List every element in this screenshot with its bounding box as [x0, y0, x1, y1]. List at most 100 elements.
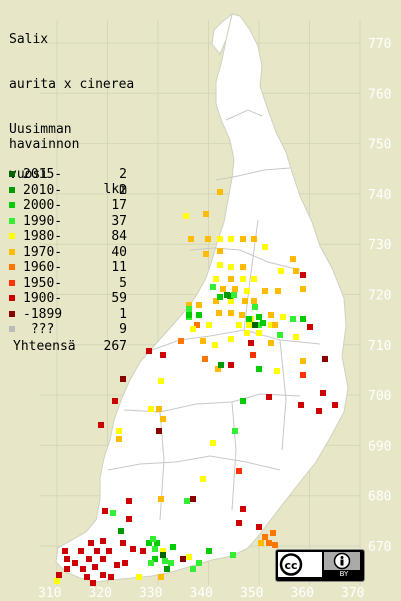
observation-cell — [148, 560, 154, 566]
legend-item-count: 2 — [119, 182, 127, 198]
legend-item-count: 37 — [111, 213, 127, 229]
x-axis-label: 360 — [291, 586, 314, 601]
finland-land-north-arm — [211, 12, 233, 55]
taxon-genus: Salix — [9, 32, 49, 47]
observation-cell — [236, 468, 242, 474]
observation-cell — [256, 330, 262, 336]
observation-cell — [278, 268, 284, 274]
legend-swatch — [9, 202, 15, 208]
observation-cell — [232, 286, 238, 292]
observation-cell — [154, 540, 160, 546]
observation-cell — [258, 540, 264, 546]
observation-cell — [158, 378, 164, 384]
observation-cell — [190, 566, 196, 572]
observation-cell — [194, 322, 200, 328]
observation-cell — [92, 564, 98, 570]
y-axis-label: 770 — [368, 37, 391, 52]
observation-cell — [122, 560, 128, 566]
legend-item-count: 5 — [119, 275, 127, 291]
observation-cell — [188, 236, 194, 242]
legend-item: 1900- 59 — [9, 291, 127, 307]
observation-cell — [332, 402, 338, 408]
region-border — [231, 401, 237, 511]
observation-cell — [256, 366, 262, 372]
cc-license-badge[interactable]: cc BY — [275, 549, 365, 582]
observation-cell — [262, 534, 268, 540]
observation-cell — [240, 506, 246, 512]
observation-cell — [80, 566, 86, 572]
observation-cell — [164, 566, 170, 572]
legend-total-row: Yhteensä 267 — [9, 339, 127, 354]
observation-cell — [300, 272, 306, 278]
observation-cell — [100, 572, 106, 578]
observation-cell — [158, 496, 164, 502]
legend-item-label: 1960- — [23, 260, 63, 275]
observation-cell — [120, 376, 126, 382]
legend-item: 1950- 5 — [9, 276, 127, 292]
observation-cell — [150, 536, 156, 542]
y-axis-labels: 770 760 750 740 730 720 710 700 690 680 670 — [368, 37, 391, 555]
observation-cell — [112, 398, 118, 404]
legend-rows: 2015- 2 2010- 2 2000- 17 1990- 37 1980- 84 1970- 40… — [9, 167, 127, 338]
observation-cell — [156, 406, 162, 412]
observation-cell — [240, 398, 246, 404]
legend-item-label: 1990- — [23, 213, 63, 229]
observation-cell — [210, 440, 216, 446]
region-border — [151, 329, 321, 351]
legend-item: 1960- 11 — [9, 260, 127, 276]
legend-item-label: 2015- — [23, 167, 63, 182]
observation-cell — [183, 213, 189, 219]
observation-cell — [186, 554, 192, 560]
legend-col-year: vuosi — [9, 167, 49, 182]
observation-cell — [86, 556, 92, 562]
observation-cell — [252, 322, 258, 328]
observation-cell — [136, 574, 142, 580]
observation-cell — [158, 574, 164, 580]
region-border — [107, 455, 281, 471]
legend-swatch — [9, 233, 15, 239]
observation-cell — [160, 552, 166, 558]
legend-item-count: 59 — [111, 291, 127, 306]
legend-item: 2000- 17 — [9, 198, 127, 214]
observation-cell — [217, 248, 223, 254]
observation-cell — [244, 330, 250, 336]
observation-cell — [98, 422, 104, 428]
legend-item-label: 1950- — [23, 275, 63, 291]
observation-cell — [248, 340, 254, 346]
observation-cell — [240, 276, 246, 282]
observation-cell — [228, 276, 234, 282]
observation-cell — [228, 236, 234, 242]
observation-cell — [54, 578, 60, 584]
observation-cell — [100, 538, 106, 544]
observation-cell — [217, 236, 223, 242]
observation-cell — [320, 390, 326, 396]
legend-item: 2015- 2 — [9, 167, 127, 183]
y-axis-label: 710 — [368, 339, 391, 354]
legend-swatch — [9, 279, 15, 286]
legend-swatch — [9, 186, 15, 193]
observation-cell — [270, 530, 276, 536]
observation-cell — [78, 548, 84, 554]
observation-cell — [322, 356, 328, 362]
y-axis-label: 700 — [368, 389, 391, 404]
observation-cell — [274, 368, 280, 374]
observation-cell — [293, 268, 299, 274]
observation-cell — [256, 322, 262, 328]
legend-item: ??? 9 — [9, 322, 127, 338]
taxon-title: Salix aurita x cinerea — [9, 2, 134, 122]
observation-cell — [146, 348, 152, 354]
legend-item: 1970- 40 — [9, 245, 127, 261]
legend-item-count: 84 — [111, 229, 127, 244]
observation-cell — [210, 284, 216, 290]
observation-cell — [298, 402, 304, 408]
observation-cell — [162, 558, 168, 564]
observation-cell — [252, 304, 258, 310]
legend-heading-line2: havainnon — [9, 137, 80, 152]
observation-cell — [224, 292, 230, 298]
legend-swatch — [9, 248, 15, 255]
legend-item-label: -1899 — [23, 306, 63, 322]
observation-cell — [202, 356, 208, 362]
observation-cell — [272, 542, 278, 548]
observation-cell — [228, 310, 234, 316]
